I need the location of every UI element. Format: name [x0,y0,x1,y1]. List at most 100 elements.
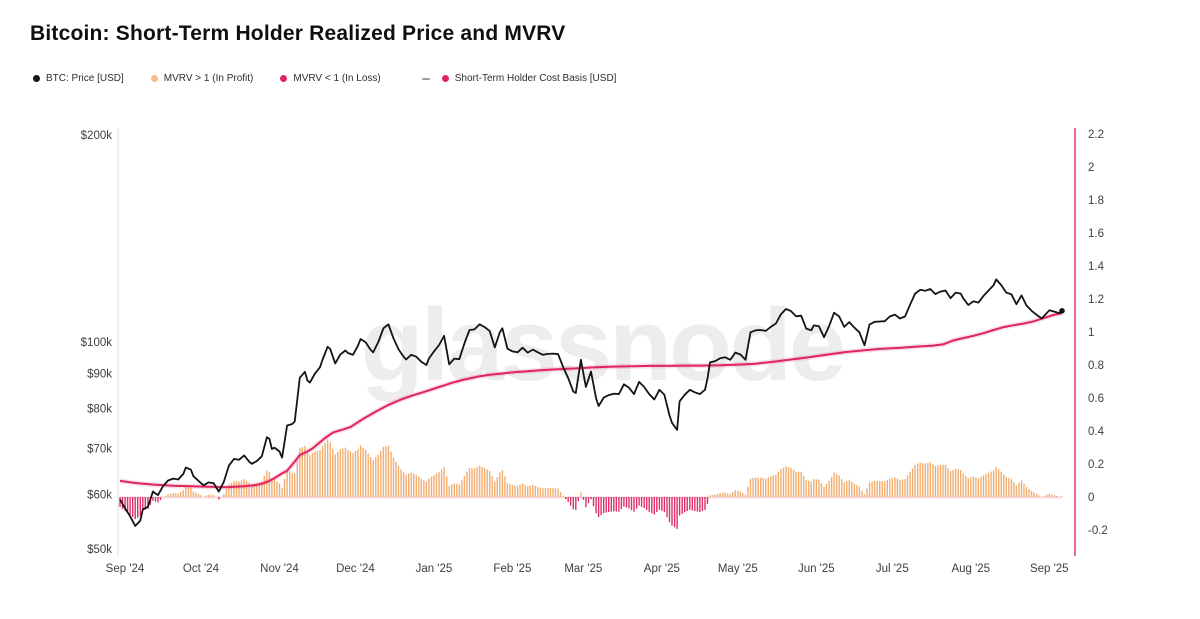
mvrv-bar [157,497,159,503]
mvrv-bar [615,497,617,512]
y-right-tick-label: 1 [1088,327,1094,339]
mvrv-bar [213,495,215,497]
mvrv-bar [306,452,309,497]
mvrv-bar [896,478,899,497]
mvrv-bar [681,497,683,514]
mvrv-bar [838,475,840,497]
mvrv-bar [126,497,129,513]
mvrv-bar [321,445,324,497]
mvrv-bar [519,484,521,497]
mvrv-bar [785,466,787,497]
mvrv-bar [906,475,909,497]
legend-item-3[interactable] [421,77,430,80]
mvrv-bar [504,476,506,497]
mvrv-bar [891,477,893,497]
mvrv-bar [658,497,661,510]
mvrv-bar [772,475,774,497]
mvrv-bar [932,464,934,497]
mvrv-bar [899,479,901,497]
mvrv-bar [754,477,757,497]
mvrv-bar [532,484,534,497]
legend-dot-icon [441,75,449,82]
mvrv-bar [132,497,134,517]
mvrv-bar [732,492,734,497]
mvrv-bar [248,483,250,497]
mvrv-bar [797,471,800,497]
mvrv-bar [547,488,549,497]
legend-label: MVRV > 1 (In Profit) [163,73,254,84]
mvrv-bar [886,479,888,497]
mvrv-bar [729,494,731,497]
mvrv-bar [413,473,415,497]
y-left-tick-label: $200k [81,130,113,142]
mvrv-bar [904,479,906,497]
mvrv-bar [243,479,245,497]
mvrv-bar [640,497,643,507]
mvrv-bar [377,454,379,497]
mvrv-bar [924,463,926,497]
mvrv-bar [448,485,450,497]
mvrv-bar [542,488,544,497]
mvrv-bar [694,497,696,512]
mvrv-bar [597,497,600,518]
mvrv-bar [952,470,954,497]
mvrv-bar [468,468,471,497]
mvrv-bar [998,469,1000,497]
x-tick-label: Jul '25 [876,563,909,575]
mvrv-bar [648,497,650,512]
mvrv-bar [613,497,615,512]
mvrv-bar [808,480,810,497]
mvrv-bar [901,479,904,497]
mvrv-bar [372,459,374,497]
x-tick-label: Sep '24 [106,563,145,575]
mvrv-bar [965,475,967,497]
mvrv-bar [481,466,483,497]
mvrv-bar [673,497,676,528]
mvrv-bar [387,445,390,497]
mvrv-bar [742,493,744,497]
mvrv-bar [565,497,567,499]
mvrv-bar [245,481,248,497]
mvrv-bar [856,485,858,497]
mvrv-bar [835,474,838,497]
mvrv-bar [527,486,529,497]
mvrv-bar [1033,492,1035,497]
mvrv-bar [957,469,959,497]
y-left-tick-label: $50k [87,544,112,556]
mvrv-bar [349,451,352,497]
mvrv-bar [137,497,139,518]
legend-item-4[interactable]: Short-Term Holder Cost Basis [USD] [441,73,616,84]
mvrv-bar [549,488,552,497]
legend-item-1[interactable]: MVRV > 1 (In Profit) [150,73,254,84]
mvrv-bar [970,477,972,497]
mvrv-bar [192,491,195,497]
mvrv-bar [144,497,146,510]
mvrv-bar [765,478,767,497]
legend-item-0[interactable]: BTC: Price [USD] [33,73,124,84]
mvrv-bar [511,485,514,497]
legend-item-2[interactable]: MVRV < 1 (In Loss) [280,73,381,84]
mvrv-bar [205,495,207,497]
mvrv-bar [473,468,476,497]
mvrv-bar [1015,485,1018,497]
mvrv-bar [1003,474,1005,497]
mvrv-bar [402,472,405,497]
mvrv-bar [529,485,531,497]
mvrv-bar [800,471,802,497]
mvrv-bar [962,473,964,497]
mvrv-bar [960,470,962,497]
mvrv-bar [273,479,276,497]
mvrv-bar [927,463,929,497]
mvrv-bar [653,497,655,515]
mvrv-bar [395,461,397,497]
mvrv-bar [699,497,701,512]
mvrv-bar [311,453,314,497]
y-right-tick-label: 2 [1088,162,1094,174]
mvrv-bar [514,485,516,497]
mvrv-bar [304,445,306,497]
mvrv-bar [605,497,607,513]
mvrv-profit-bars [164,439,1063,497]
mvrv-bar [446,476,448,497]
x-tick-label: Jan '25 [416,563,453,575]
